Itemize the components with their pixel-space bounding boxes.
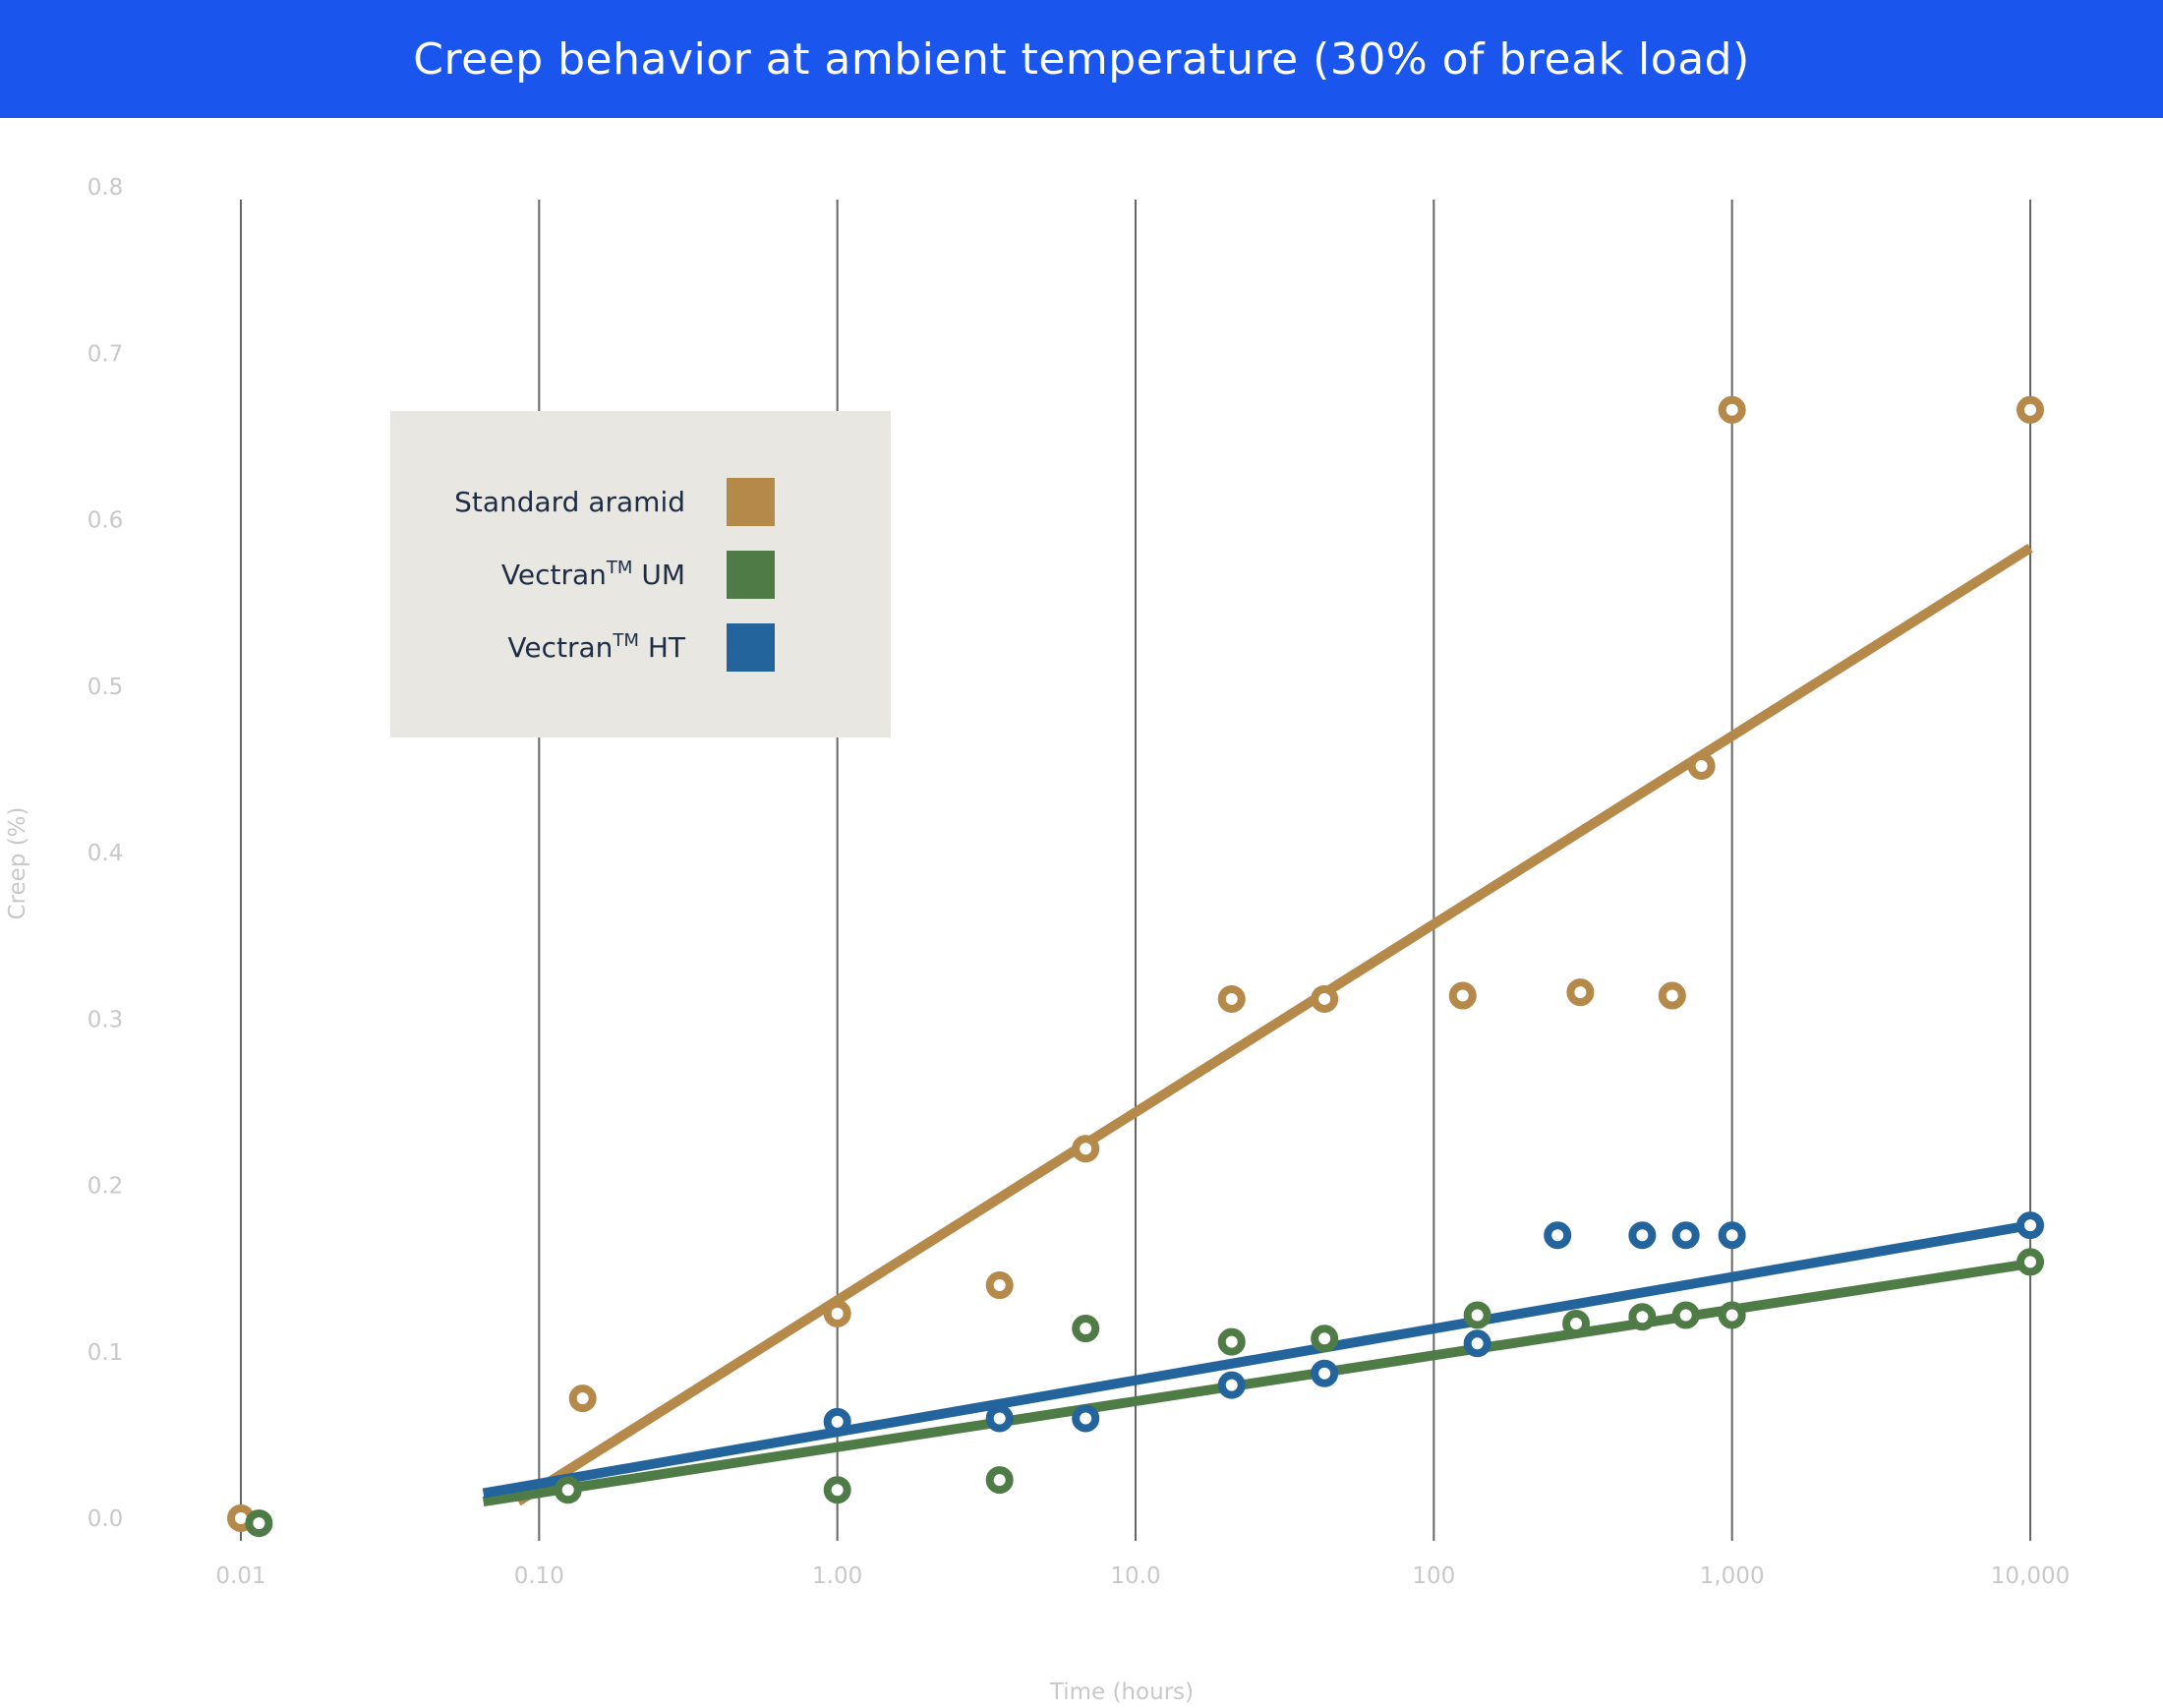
data-point — [823, 1476, 851, 1504]
data-point — [1671, 1301, 1700, 1329]
x-tick-labels: 0.01 0.10 1.00 10.0 100 1,000 10,000 — [215, 1563, 2070, 1589]
y-tick-labels: 0.0 0.1 0.2 0.3 0.4 0.5 0.6 0.7 0.8 — [88, 175, 124, 1532]
trend-line — [482, 1220, 2031, 1499]
data-point — [1718, 395, 1746, 424]
legend-swatch — [727, 478, 775, 526]
data-point — [823, 1407, 851, 1436]
data-point — [1072, 1404, 1100, 1433]
y-tick-label: 0.0 — [88, 1506, 124, 1532]
x-tick-label: 1,000 — [1700, 1563, 1765, 1589]
data-point — [1448, 981, 1477, 1010]
x-tick-label: 1.00 — [812, 1563, 862, 1589]
data-point — [985, 1271, 1014, 1300]
trend-lines — [482, 544, 2033, 1507]
legend-swatch — [727, 623, 775, 672]
chart-title: Creep behavior at ambient temperature (3… — [413, 33, 1750, 85]
x-tick-label: 10.0 — [1110, 1563, 1160, 1589]
y-tick-label: 0.1 — [88, 1340, 124, 1366]
data-point — [1687, 751, 1716, 780]
legend-label: VectranTM HT — [507, 630, 685, 664]
data-point — [1217, 1327, 1246, 1356]
data-point — [1072, 1315, 1100, 1343]
data-point — [1217, 1371, 1246, 1399]
y-tick-label: 0.5 — [88, 675, 124, 700]
y-tick-label: 0.2 — [88, 1174, 124, 1200]
data-point — [1311, 984, 1339, 1013]
legend: Standard aramid VectranTM UM VectranTM HT — [390, 411, 891, 737]
data-point — [1311, 1325, 1339, 1353]
data-point — [1463, 1301, 1491, 1329]
data-point — [554, 1476, 582, 1504]
x-axis-title: Time (hours) — [1049, 1679, 1194, 1705]
data-point — [823, 1299, 851, 1327]
data-point — [2017, 1248, 2044, 1276]
legend-box — [390, 411, 891, 737]
x-tick-label: 10,000 — [1991, 1563, 2070, 1589]
data-point — [985, 1404, 1014, 1433]
data-point — [2017, 395, 2044, 424]
y-tick-label: 0.6 — [88, 508, 124, 534]
data-point — [1072, 1135, 1100, 1163]
data-point — [1566, 978, 1595, 1007]
y-tick-label: 0.4 — [88, 841, 124, 866]
legend-swatch — [727, 551, 775, 599]
data-point — [1718, 1301, 1746, 1329]
data-point — [245, 1509, 273, 1538]
data-point — [1628, 1303, 1657, 1331]
data-point — [568, 1384, 597, 1413]
grid-lines — [240, 200, 2031, 1541]
data-point — [1658, 981, 1686, 1010]
data-point — [985, 1466, 1014, 1495]
trend-line — [515, 544, 2033, 1506]
chart-title-bar: Creep behavior at ambient temperature (3… — [0, 0, 2163, 118]
legend-label: VectranTM UM — [501, 558, 685, 591]
data-point — [1544, 1221, 1572, 1250]
y-tick-label: 0.8 — [88, 175, 124, 201]
data-point — [2017, 1211, 2044, 1240]
x-tick-label: 0.01 — [215, 1563, 265, 1589]
legend-label: Standard aramid — [454, 486, 685, 518]
trend-line — [482, 1259, 2031, 1507]
data-point — [1311, 1359, 1339, 1387]
data-point — [1628, 1221, 1657, 1250]
y-tick-label: 0.7 — [88, 341, 124, 367]
data-point — [1671, 1221, 1700, 1250]
x-tick-label: 100 — [1412, 1563, 1455, 1589]
data-points — [227, 395, 2044, 1538]
data-point — [1718, 1221, 1746, 1250]
x-tick-label: 0.10 — [514, 1563, 564, 1589]
data-point — [1463, 1329, 1491, 1358]
data-point — [1562, 1309, 1591, 1337]
y-axis-title: Creep (%) — [5, 806, 30, 919]
y-tick-label: 0.3 — [88, 1007, 124, 1032]
data-point — [1217, 984, 1246, 1013]
